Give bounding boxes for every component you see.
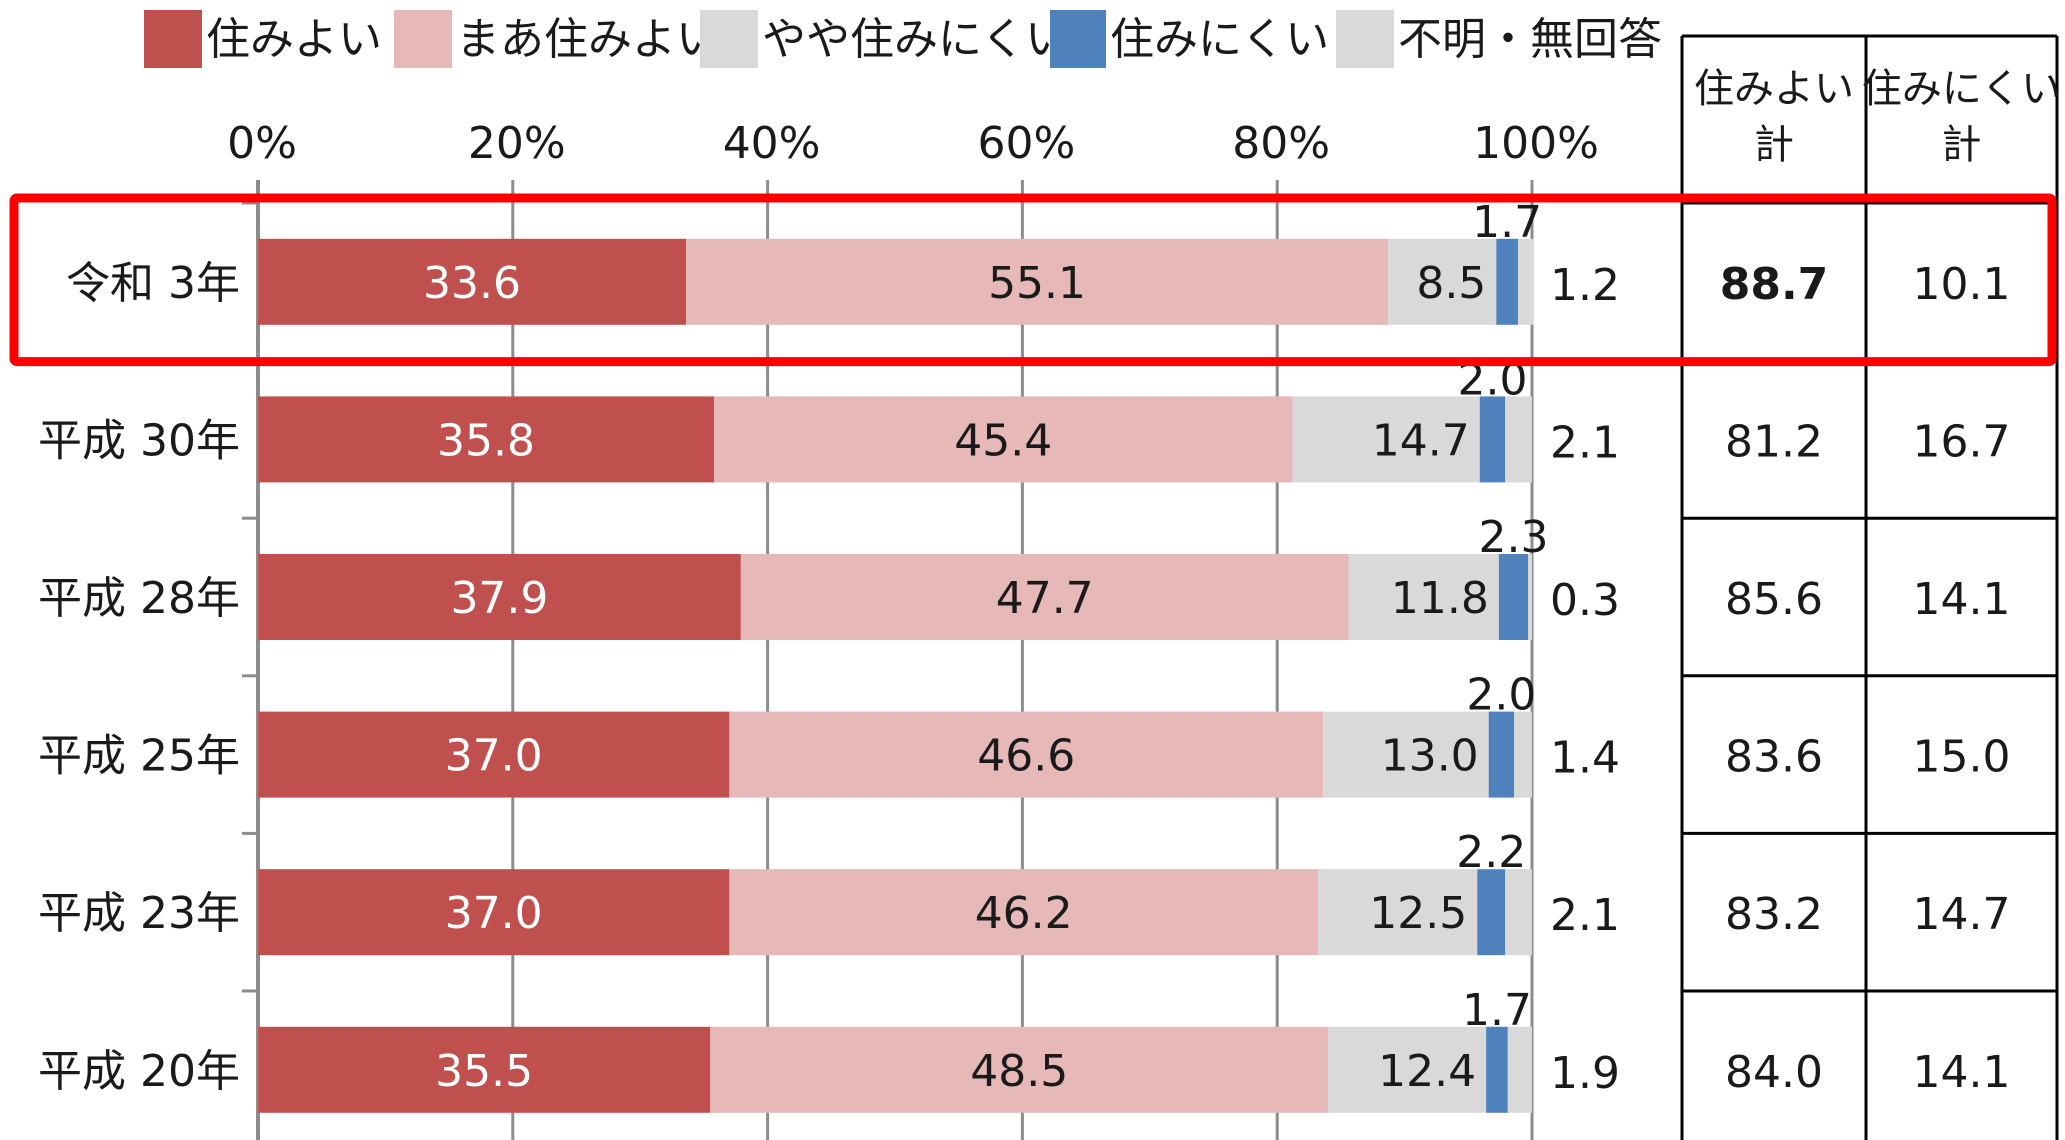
legend-label: まあ住みよい xyxy=(456,14,720,65)
category-label: 令和 3年 xyxy=(66,258,240,309)
bar-segment xyxy=(258,238,687,325)
summary-value: 85.6 xyxy=(1725,574,1823,625)
bar-segment xyxy=(729,869,1318,956)
summary-value: 14.7 xyxy=(1913,889,2011,940)
data-label: 37.0 xyxy=(445,731,543,782)
legend: 住みよい まあ住みよい やや住みにくい 住みにくい 不明・無回答 xyxy=(144,10,1662,68)
bar-segment xyxy=(729,711,1324,798)
legend-label: やや住みにくい xyxy=(762,14,1069,65)
category-label: 平成 25年 xyxy=(38,731,240,782)
bar-segment xyxy=(1505,869,1532,956)
bar-segment xyxy=(258,869,730,956)
category-label: 平成 23年 xyxy=(38,888,240,939)
summary-header: 計 xyxy=(1942,122,1982,168)
x-tick-label: 60% xyxy=(978,118,1076,169)
data-label: 8.5 xyxy=(1416,258,1486,309)
summary-header: 住みにくい xyxy=(1862,66,2061,112)
category-label: 平成 20年 xyxy=(38,1046,240,1097)
bar-segment xyxy=(686,238,1389,325)
summary-value: 83.2 xyxy=(1725,889,1823,940)
summary-value: 88.7 xyxy=(1720,259,1829,310)
bar-segment xyxy=(710,1026,1329,1113)
legend-label: 住みにくい xyxy=(1110,14,1329,65)
bars: 令和 3年 33.6 55.1 8.51.71.2平成 30年 35.8 45.4 14.7… xyxy=(38,197,1620,1113)
x-tick-label: 20% xyxy=(468,118,566,169)
data-label: 0.3 xyxy=(1550,575,1620,626)
summary-value: 16.7 xyxy=(1913,416,2011,467)
summary-value: 83.6 xyxy=(1725,732,1823,783)
bar-segment xyxy=(1507,1026,1532,1113)
data-label: 55.1 xyxy=(988,258,1086,309)
legend-swatch xyxy=(394,10,452,68)
legend-label: 不明・無回答 xyxy=(1398,14,1662,65)
bar-segment xyxy=(1514,711,1532,798)
data-label: 14.7 xyxy=(1372,415,1470,466)
highlight-box xyxy=(9,193,2057,367)
bar-segment xyxy=(258,711,730,798)
summary-value: 81.2 xyxy=(1725,416,1823,467)
bar-segment xyxy=(1505,396,1532,483)
bar-segment xyxy=(1528,554,1532,640)
data-label: 2.1 xyxy=(1550,417,1620,468)
data-label: 12.4 xyxy=(1378,1046,1476,1097)
data-label: 1.2 xyxy=(1550,260,1620,311)
bar-segment xyxy=(1498,554,1529,640)
bar-segment xyxy=(1317,869,1478,956)
x-tick-label: 40% xyxy=(723,118,821,169)
data-label: 46.6 xyxy=(977,731,1075,782)
summary-value: 14.1 xyxy=(1913,1047,2011,1098)
data-label: 35.5 xyxy=(435,1046,533,1097)
x-tick-label: 80% xyxy=(1232,118,1330,169)
bar-segment xyxy=(1328,1026,1487,1113)
data-label: 12.5 xyxy=(1369,888,1467,939)
summary-value: 84.0 xyxy=(1725,1047,1823,1098)
data-label: 45.4 xyxy=(954,415,1052,466)
legend-swatch xyxy=(1336,10,1394,68)
legend-swatch xyxy=(700,10,758,68)
data-label: 13.0 xyxy=(1381,731,1479,782)
data-label: 1.4 xyxy=(1550,733,1620,784)
bar-segment xyxy=(1388,238,1497,325)
data-label: 2.3 xyxy=(1479,512,1549,563)
data-label: 33.6 xyxy=(423,258,521,309)
x-axis: 0% 20% 40% 60% 80% 100% xyxy=(227,118,1599,1140)
bar-segment xyxy=(714,396,1293,483)
x-tick-label: 100% xyxy=(1473,118,1599,169)
legend-swatch xyxy=(144,10,202,68)
bar-segment xyxy=(1323,711,1489,798)
summary-header: 計 xyxy=(1754,122,1794,168)
legend-label: 住みよい xyxy=(206,14,382,65)
data-label: 47.7 xyxy=(996,573,1094,624)
bar-segment xyxy=(1292,396,1480,483)
bar-segment xyxy=(1348,554,1499,640)
x-tick-label: 0% xyxy=(227,118,297,169)
data-label: 1.9 xyxy=(1550,1048,1620,1099)
bar-segment xyxy=(1486,1026,1508,1113)
summary-value: 15.0 xyxy=(1913,732,2011,783)
bar-segment xyxy=(1496,238,1518,325)
category-label: 平成 28年 xyxy=(38,573,240,624)
category-label: 平成 30年 xyxy=(38,415,240,466)
data-label: 48.5 xyxy=(970,1046,1068,1097)
legend-swatch xyxy=(1050,10,1106,68)
data-label: 11.8 xyxy=(1391,573,1489,624)
summary-value: 14.1 xyxy=(1913,574,2011,625)
data-label: 37.0 xyxy=(445,888,543,939)
data-label: 46.2 xyxy=(975,888,1073,939)
bar-segment xyxy=(1517,238,1534,325)
bar-segment xyxy=(258,396,715,483)
bar-segment xyxy=(258,1026,711,1113)
bar-segment xyxy=(1479,396,1506,483)
data-label: 37.9 xyxy=(450,573,548,624)
summary-header: 住みよい xyxy=(1694,66,1854,112)
bar-segment xyxy=(1488,711,1515,798)
data-label: 2.1 xyxy=(1550,890,1620,941)
bar-segment xyxy=(1477,869,1506,956)
summary-value: 10.1 xyxy=(1913,259,2011,310)
data-label: 35.8 xyxy=(437,415,535,466)
bar-segment xyxy=(258,554,741,640)
bar-segment xyxy=(740,554,1349,640)
